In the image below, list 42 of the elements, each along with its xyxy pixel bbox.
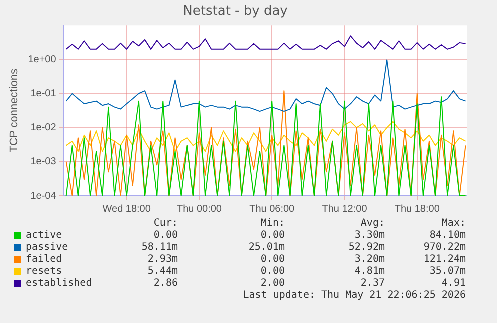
text: 2.37 [360, 278, 385, 289]
text: 84.10m [428, 230, 466, 241]
legend-label: failed [26, 254, 62, 266]
text: 5.44m [146, 266, 178, 277]
text: 2.00 [260, 278, 285, 289]
chart-title: Netstat - by day [183, 4, 288, 20]
text: 0.00 [152, 230, 178, 241]
x-tick-label: Thu 06:00 [250, 204, 296, 215]
legend-label: established [26, 278, 92, 290]
legend-label: resets [26, 266, 62, 278]
text: 0.00 [260, 230, 285, 241]
text: 4.91 [440, 278, 466, 289]
text: 58.11m [140, 242, 178, 253]
text: Last update: Thu May 21 22:06:25 2026 [242, 290, 466, 301]
y-tick-label: 1e-02 [30, 122, 57, 134]
x-tick-label: Thu 12:00 [322, 204, 368, 215]
text: 52.92m [348, 242, 385, 253]
y-tick-label: 1e-01 [30, 88, 57, 100]
legend-label: passive [26, 242, 68, 254]
text: 2.86 [152, 278, 178, 289]
text: Avg: [360, 218, 385, 229]
text: 0.00 [260, 266, 285, 277]
text: 3.30m [354, 230, 385, 241]
text: 970.22m [422, 242, 466, 253]
x-tick-label: Wed 18:00 [102, 204, 152, 215]
text: 3.20m [354, 254, 385, 265]
text: 121.24m [422, 254, 466, 265]
text: 0.00 [260, 254, 285, 265]
text: 2.93m [146, 254, 178, 265]
legend-label: active [26, 230, 62, 242]
text: 4.81m [354, 266, 385, 277]
text: Max: [440, 218, 466, 229]
y-tick-label: 1e+00 [28, 54, 57, 66]
x-tick-label: Thu 18:00 [394, 204, 440, 215]
y-axis-title: TCP connections [8, 68, 21, 153]
text: 35.07m [428, 266, 466, 277]
x-tick-label: Thu 00:00 [176, 204, 222, 215]
text: Cur: [152, 218, 178, 229]
y-tick-label: 1e-04 [30, 190, 57, 202]
text: Min: [260, 218, 285, 229]
text: 25.01m [248, 242, 285, 253]
y-tick-label: 1e-03 [30, 156, 57, 168]
